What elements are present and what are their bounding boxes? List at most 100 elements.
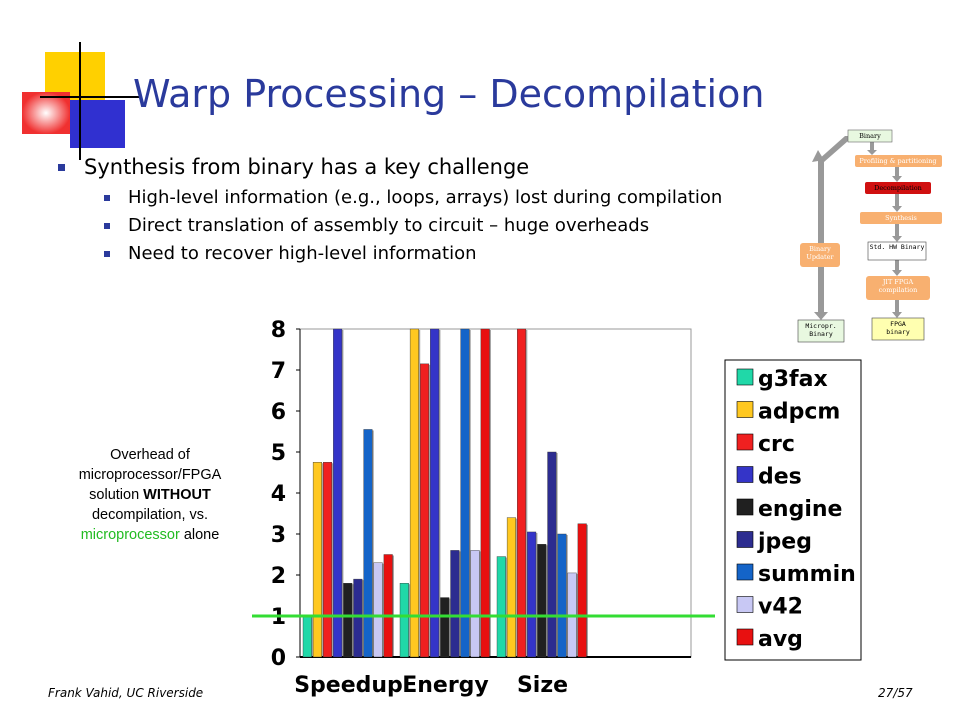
y-tick-label: 5 (271, 441, 286, 466)
bar (323, 462, 333, 658)
y-tick-label: 0 (271, 646, 286, 671)
bar-side (459, 551, 461, 657)
footer-right: 27/57 (878, 686, 913, 700)
node-label: Std. HW Binary (869, 243, 925, 251)
bar-side (489, 330, 491, 657)
bar-side (546, 545, 548, 657)
bar-side (372, 430, 374, 657)
legend-swatch (736, 466, 754, 483)
bar-side (586, 524, 588, 657)
bar-side (311, 617, 314, 657)
bar-side (392, 555, 394, 657)
legend-label: adpcm (758, 400, 840, 425)
node-label: Binary (859, 132, 881, 140)
node-box (865, 182, 931, 194)
bullet: Direct translation of assembly to circui… (104, 215, 748, 237)
node-label: JIT FPGA compilation (878, 278, 918, 294)
bar (460, 328, 470, 658)
bar (333, 328, 343, 658)
bar (557, 533, 567, 658)
legend-swatch (736, 596, 754, 613)
bar-side (428, 364, 431, 657)
node-box (800, 243, 840, 267)
node-box (847, 129, 893, 143)
bullets: Synthesis from binary has a key challeng… (48, 155, 768, 271)
legend-swatch (736, 368, 754, 386)
annotation-green: microprocessor (80, 527, 180, 543)
legend-label: crc (758, 432, 795, 457)
node-label: Binary Updater (806, 245, 834, 261)
node-label: Decompilation (874, 184, 922, 192)
bar (527, 531, 537, 658)
node-label: Synthesis (885, 214, 917, 222)
bar (430, 328, 440, 658)
annotation-text: decompilation, vs. (91, 507, 209, 523)
legend-swatch (736, 563, 754, 581)
node-label: Profiling & partitioning (859, 157, 936, 165)
bar-side (556, 453, 558, 657)
x-tick-label: Speedup (294, 673, 403, 698)
y-tick-label: 8 (271, 318, 286, 343)
bar (399, 583, 409, 658)
bar (363, 429, 373, 658)
legend-label: v42 (758, 595, 803, 620)
bar-side (418, 330, 421, 657)
bar (312, 462, 322, 658)
bar (409, 328, 419, 658)
bar-side (341, 330, 344, 657)
bar (577, 523, 587, 658)
legend-label: engine (758, 497, 842, 522)
y-tick-label: 4 (271, 482, 286, 507)
bar-side (331, 463, 334, 657)
bar-side (362, 580, 364, 657)
x-tick-label: Size (517, 673, 568, 698)
node-box (797, 319, 845, 343)
legend-swatch (736, 433, 754, 451)
bar (470, 550, 480, 658)
bar-side (408, 584, 411, 657)
node-label: Micropr. Binary (805, 322, 837, 338)
node-box (867, 241, 927, 261)
logo-red (22, 92, 70, 134)
annotation-bold: WITHOUT (143, 487, 211, 503)
bar (420, 363, 430, 658)
bar (450, 550, 460, 658)
legend-swatch (736, 401, 754, 418)
bar (547, 451, 557, 658)
bullet: Need to recover high-level information (104, 243, 748, 265)
legend-swatch (736, 531, 754, 548)
annotation: Overhead of microprocessor/FPGA solution… (55, 445, 245, 545)
bar-side (449, 598, 451, 657)
bar-side (566, 535, 568, 657)
bar (506, 517, 516, 658)
slide-title: Warp Processing – Decompilation (133, 72, 765, 116)
x-tick-label: Energy (402, 673, 489, 698)
legend-label: summin (758, 562, 856, 587)
bar (517, 328, 527, 658)
bar-side (321, 463, 324, 657)
bar (537, 544, 547, 658)
y-tick-label: 3 (271, 523, 286, 548)
bar (440, 597, 450, 658)
footer-left: Frank Vahid, UC Riverside (48, 686, 204, 700)
y-tick-label: 7 (271, 359, 286, 384)
node-box (871, 317, 925, 341)
y-tick-label: 6 (271, 400, 286, 425)
legend-label: des (758, 465, 802, 490)
y-tick-label: 2 (271, 564, 286, 589)
node-box (860, 212, 942, 224)
bar-side (535, 532, 538, 657)
bar-side (525, 330, 528, 657)
bar-side (505, 557, 508, 657)
legend-swatch (736, 628, 754, 646)
bar-side (382, 563, 384, 657)
bar (480, 328, 490, 658)
bar (302, 615, 312, 658)
legend-label: g3fax (758, 367, 828, 392)
arrows (812, 136, 902, 320)
annotation-text: alone (179, 527, 220, 543)
